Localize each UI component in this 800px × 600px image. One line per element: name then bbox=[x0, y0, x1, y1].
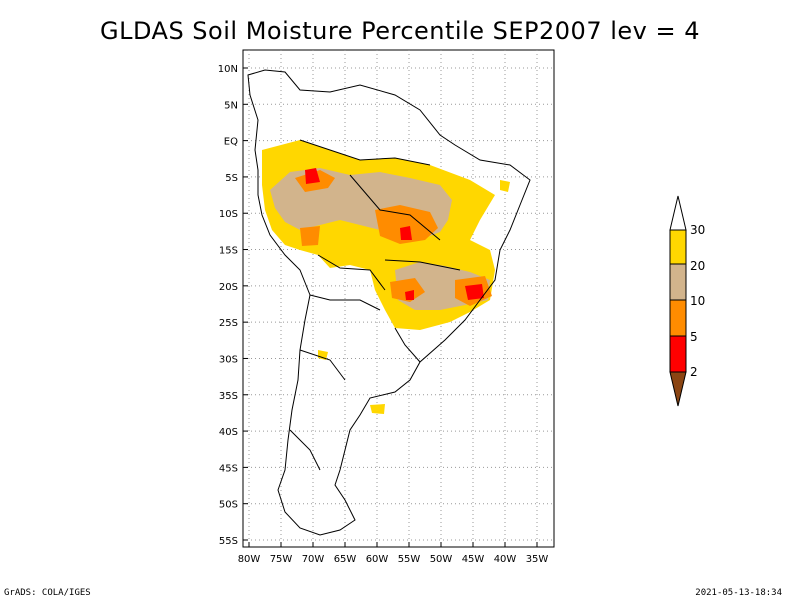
lat-tick-label: 35S bbox=[219, 391, 238, 402]
lon-tick-label: 35W bbox=[526, 554, 549, 565]
shade-2-5 bbox=[405, 290, 414, 300]
colorbar-label-30: 30 bbox=[690, 223, 705, 237]
shade-2-5 bbox=[465, 284, 484, 300]
colorbar-10-20 bbox=[669, 263, 687, 301]
footer-timestamp: 2021-05-13-18:34 bbox=[695, 588, 782, 598]
colorbar-label-5: 5 bbox=[690, 330, 698, 344]
shade-5-10 bbox=[300, 226, 320, 246]
lon-tick-label: 55W bbox=[398, 554, 421, 565]
shade-5-10 bbox=[390, 278, 425, 302]
lon-tick-label: 50W bbox=[430, 554, 453, 565]
lon-tick-label: 70W bbox=[302, 554, 325, 565]
colorbar-20-30 bbox=[669, 229, 687, 265]
lat-tick-label: 10S bbox=[219, 209, 238, 220]
shade-20-30 bbox=[500, 180, 510, 192]
colorbar-label-2: 2 bbox=[690, 365, 698, 379]
lat-tick-label: 10N bbox=[218, 64, 238, 75]
lat-tick-label: 50S bbox=[219, 500, 238, 511]
lat-tick-label: EQ bbox=[224, 137, 238, 148]
lon-tick-label: 40W bbox=[494, 554, 517, 565]
country-borders bbox=[289, 139, 461, 471]
percentile-shading bbox=[262, 140, 510, 414]
lat-tick-label: 40S bbox=[219, 427, 238, 438]
lat-tick-label: 5N bbox=[224, 100, 238, 111]
lat-tick-label: 25S bbox=[219, 318, 238, 329]
colorbar-top-arrow bbox=[669, 195, 687, 231]
lat-tick-label: 30S bbox=[219, 354, 238, 365]
lon-tick-label: 75W bbox=[270, 554, 293, 565]
shade-20-30 bbox=[370, 404, 385, 414]
colorbar: 30 20 10 5 2 bbox=[669, 195, 705, 407]
lat-tick-label: 5S bbox=[225, 173, 238, 184]
colorbar-bottom-arrow bbox=[669, 371, 687, 407]
colorbar-label-10: 10 bbox=[690, 294, 705, 308]
coastlines bbox=[247, 69, 531, 536]
longitude-tick-labels: 80W 75W 70W 65W 60W 55W 50W 45W 40W 35W bbox=[238, 542, 549, 565]
footer-credit: GrADS: COLA/IGES bbox=[4, 588, 91, 598]
shade-5-10 bbox=[375, 205, 438, 244]
lat-tick-label: 20S bbox=[219, 282, 238, 293]
latitude-tick-labels: 10N 5N EQ 5S 10S 15S 20S 25S 30S 35S 40S 45S 50S 55S bbox=[218, 64, 248, 547]
colorbar-label-20: 20 bbox=[690, 259, 705, 273]
south-america-coastline bbox=[247, 69, 531, 536]
map-title: GLDAS Soil Moisture Percentile SEP2007 l… bbox=[100, 17, 700, 45]
lon-tick-label: 80W bbox=[238, 554, 261, 565]
lat-tick-label: 15S bbox=[219, 246, 238, 257]
lon-tick-label: 65W bbox=[334, 554, 357, 565]
colorbar-5-10 bbox=[669, 299, 687, 337]
lat-tick-label: 55S bbox=[219, 536, 238, 547]
lon-tick-label: 45W bbox=[462, 554, 485, 565]
shade-2-5 bbox=[305, 168, 320, 184]
lon-tick-label: 60W bbox=[366, 554, 389, 565]
shade-2-5 bbox=[400, 226, 412, 240]
lat-tick-label: 45S bbox=[219, 463, 238, 474]
colorbar-2-5 bbox=[669, 335, 687, 373]
shade-20-30 bbox=[318, 350, 328, 360]
